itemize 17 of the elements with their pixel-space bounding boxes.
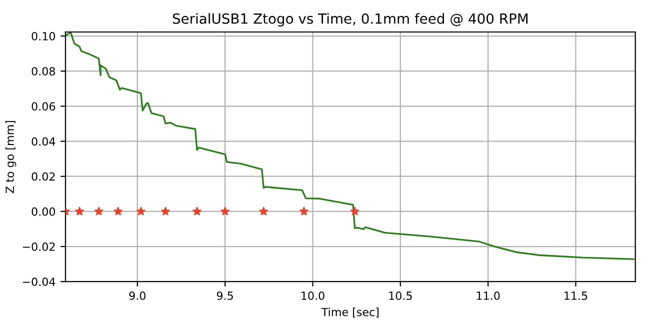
y-tick-label: 0.00 [32, 207, 56, 216]
y-tick-label: −0.02 [22, 242, 55, 251]
y-tick-label: 0.10 [32, 32, 56, 40]
x-axis-title: Time [sec] [321, 308, 379, 318]
y-tick-label: 0.02 [32, 172, 55, 181]
chart-title: SerialUSB1 Ztogo vs Time, 0.1mm feed @ 400 RPM [172, 13, 528, 27]
y-tick-label: −0.04 [22, 278, 56, 286]
x-tick-label: 11.5 [564, 292, 588, 300]
y-axis-title: Z to go [mm] [5, 120, 16, 194]
x-tick-label: 9.0 [129, 292, 146, 300]
x-tick-label: 10.5 [389, 292, 412, 300]
x-tick-label: 11.0 [476, 292, 500, 300]
y-tick-label: 0.08 [32, 67, 56, 76]
x-tick-label: 10.0 [302, 292, 324, 300]
x-tick-label: 9.5 [216, 292, 233, 300]
y-tick-label: 0.06 [32, 102, 56, 111]
y-tick-label: 0.04 [32, 137, 56, 146]
